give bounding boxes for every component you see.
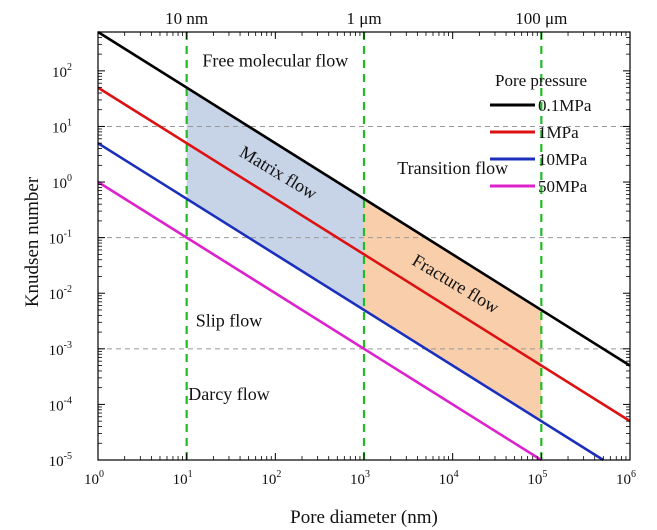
region-annotation: Slip flow — [196, 311, 263, 331]
x-tick-label: 101 — [173, 469, 193, 488]
x-tick-base: 10 — [261, 472, 276, 488]
region-annotation: Transition flow — [397, 158, 508, 178]
series-line-1 — [97, 86, 631, 423]
y-tick-base: 10 — [49, 343, 64, 359]
x-tick-exponent: 6 — [631, 469, 636, 480]
y-tick-label: 10-3 — [49, 340, 72, 359]
y-tick-label: 10-1 — [49, 229, 72, 248]
top-marker-label: 10 nm — [165, 9, 208, 28]
y-tick-base: 10 — [49, 232, 64, 248]
x-tick-exponent: 3 — [365, 469, 370, 480]
y-tick-exponent: -4 — [64, 395, 72, 406]
x-tick-base: 10 — [84, 472, 99, 488]
y-tick-label: 10-4 — [49, 395, 72, 414]
x-tick-label: 102 — [261, 469, 281, 488]
x-tick-exponent: 1 — [188, 469, 193, 480]
region-annotation: Darcy flow — [188, 384, 269, 404]
y-tick-exponent: -3 — [64, 340, 72, 351]
series-line-0 — [97, 30, 631, 367]
y-tick-exponent: 1 — [67, 117, 72, 128]
y-tick-exponent: -5 — [64, 451, 72, 462]
y-tick-exponent: -1 — [64, 229, 72, 240]
x-tick-label: 100 — [84, 469, 104, 488]
top-marker-label: 100 μm — [515, 9, 567, 28]
top-markers: 10 nm 1 μm 100 μm — [165, 9, 567, 28]
y-tick-label: 100 — [52, 173, 72, 192]
vertical-reference-lines — [185, 32, 543, 460]
x-tick-base: 10 — [173, 472, 188, 488]
legend-entry: 0.1MPa — [538, 96, 592, 115]
x-tick-exponent: 0 — [99, 469, 104, 480]
legend: Pore pressure 0.1MPa 1MPa 10MPa 50MPa — [490, 71, 592, 196]
x-tick-label: 106 — [616, 469, 636, 488]
y-tick-base: 10 — [52, 120, 67, 136]
legend-entry: 50MPa — [538, 177, 588, 196]
y-tick-base: 10 — [52, 176, 67, 192]
y-tick-base: 10 — [52, 65, 67, 81]
y-tick-exponent: -2 — [64, 284, 72, 295]
region-annotation: Free molecular flow — [202, 50, 348, 70]
x-tick-base: 10 — [350, 472, 365, 488]
legend-title: Pore pressure — [495, 71, 587, 90]
tick-labels: 100 101 102 103 104 105 10610-510-410-310-210-… — [49, 62, 636, 488]
y-tick-base: 10 — [49, 454, 64, 470]
x-tick-exponent: 4 — [454, 469, 459, 480]
top-marker-label: 1 μm — [346, 9, 381, 28]
x-tick-base: 10 — [439, 472, 454, 488]
x-tick-base: 10 — [527, 472, 542, 488]
y-tick-label: 10-2 — [49, 284, 72, 303]
x-axis-title: Pore diameter (nm) — [290, 507, 438, 528]
x-tick-base: 10 — [616, 472, 631, 488]
x-tick-exponent: 2 — [276, 469, 281, 480]
y-tick-base: 10 — [49, 398, 64, 414]
axis-ticks — [97, 31, 631, 461]
series-line-2 — [97, 142, 604, 462]
y-tick-base: 10 — [49, 287, 64, 303]
y-tick-exponent: 0 — [67, 173, 72, 184]
x-tick-exponent: 5 — [542, 469, 547, 480]
x-tick-label: 105 — [527, 469, 547, 488]
legend-entry: 1MPa — [538, 123, 579, 142]
x-tick-label: 104 — [439, 469, 459, 488]
x-tick-label: 103 — [350, 469, 370, 488]
y-tick-label: 101 — [52, 117, 72, 136]
y-tick-label: 10-5 — [49, 451, 72, 470]
y-tick-label: 102 — [52, 62, 72, 81]
y-axis-title: Knudsen number — [22, 176, 43, 307]
y-tick-exponent: 2 — [67, 62, 72, 73]
legend-entry: 10MPa — [538, 150, 588, 169]
series-line-3 — [97, 180, 542, 462]
series-lines — [97, 30, 631, 462]
